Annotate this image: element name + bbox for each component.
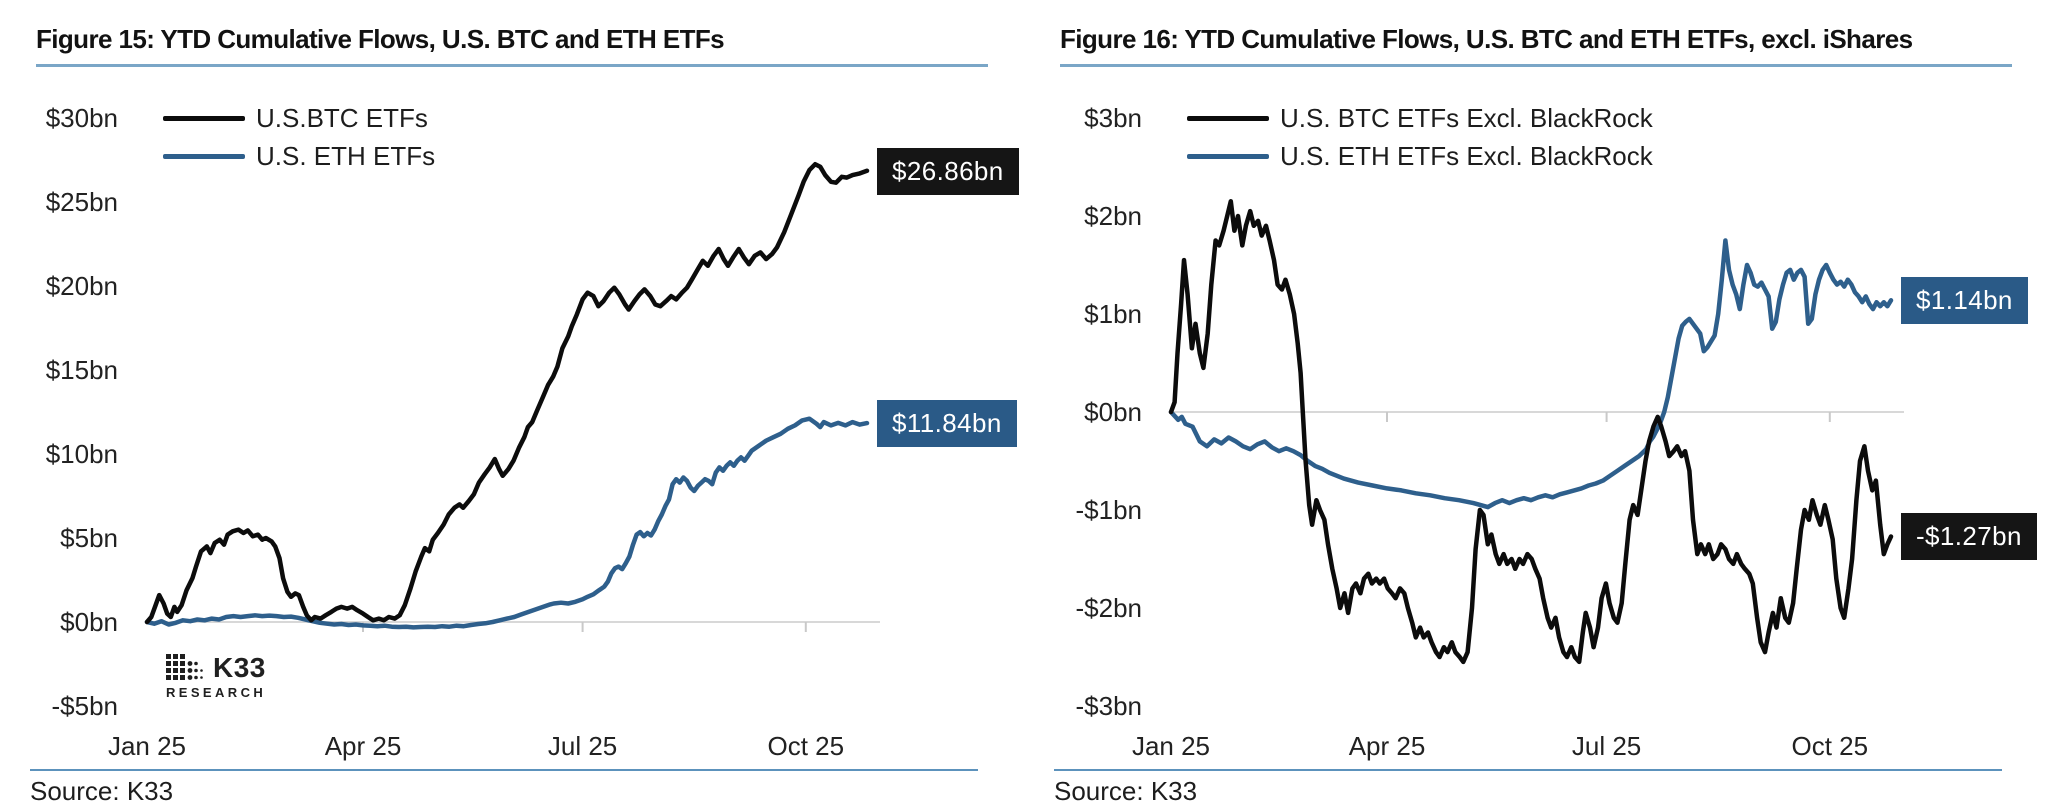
x-tick-label: Jul 25 [548, 731, 617, 761]
series-line-eth-ex-blackrock [1168, 238, 1894, 510]
k33-dots-icon [166, 654, 203, 680]
btc-ex-blackrock-line-swatch [1187, 115, 1269, 121]
k33-research-text: RESEARCH [166, 685, 267, 700]
figure-16-plot-area: Jan 25 Apr 25 Jul 25 Oct 25 $3bn $2bn $1bn $0bn… [1076, 103, 1904, 761]
x-tick-label: Apr 25 [1349, 731, 1426, 761]
y-tick-label: $0bn [60, 607, 118, 637]
btc-line-swatch [163, 115, 245, 121]
btc-end-value-label: $26.86bn [877, 147, 1019, 195]
y-tick-label: $30bn [46, 103, 118, 133]
y-tick-label: $5bn [60, 523, 118, 553]
btc-ex-blackrock-legend-label: U.S. BTC ETFs Excl. BlackRock [1280, 102, 1653, 133]
y-tick-label: $15bn [46, 355, 118, 385]
legend-item-btc: U.S.BTC ETFs [163, 99, 435, 137]
figure-16-title: Figure 16: YTD Cumulative Flows, U.S. BT… [1060, 24, 1913, 54]
figure-15-panel: Figure 15: YTD Cumulative Flows, U.S. BT… [30, 24, 1019, 806]
y-tick-label: $10bn [46, 439, 118, 469]
k33-research-logo: K33 RESEARCH [166, 652, 266, 700]
y-tick-label: -$3bn [1076, 691, 1143, 721]
y-tick-label: -$5bn [52, 691, 119, 721]
figure-16-source: Source: K33 [1054, 776, 1198, 806]
figure-15-title: Figure 15: YTD Cumulative Flows, U.S. BT… [36, 24, 725, 54]
series-line-eth [144, 416, 870, 630]
x-tick-label: Apr 25 [325, 731, 402, 761]
eth-line-swatch [163, 153, 245, 159]
x-tick-label: Jul 25 [1572, 731, 1641, 761]
legend-item-eth-ex-blackrock: U.S. ETH ETFs Excl. BlackRock [1187, 137, 1653, 175]
series-line-btc [144, 161, 870, 625]
figure-15-source-separator [30, 769, 978, 771]
figure-16-source-separator [1054, 769, 2002, 771]
figure-15-source: Source: K33 [30, 776, 174, 806]
figure-16-panel: Figure 16: YTD Cumulative Flows, U.S. BT… [1024, 0, 2048, 810]
x-tick-label: Jan 25 [1132, 731, 1210, 761]
btc-legend-label: U.S.BTC ETFs [256, 102, 428, 133]
series-line-btc-ex-blackrock [1168, 199, 1894, 665]
k33-brand-text: K33 [213, 652, 266, 683]
x-tick-label: Oct 25 [1792, 731, 1869, 761]
figure-15-legend: U.S.BTC ETFs U.S. ETH ETFs [163, 99, 435, 175]
figure-15-plot-area: Jan 25 Apr 25 Jul 25 Oct 25 $30bn $25bn $20bn $… [46, 103, 880, 761]
y-tick-label: $25bn [46, 187, 118, 217]
legend-item-eth: U.S. ETH ETFs [163, 137, 435, 175]
btc-ex-blackrock-end-value-label: -$1.27bn [1901, 513, 2037, 561]
figure-16-title-underline [1060, 64, 2012, 67]
eth-ex-blackrock-legend-label: U.S. ETH ETFs Excl. BlackRock [1280, 140, 1653, 171]
legend-item-btc-ex-blackrock: U.S. BTC ETFs Excl. BlackRock [1187, 99, 1653, 137]
figure-16-legend: U.S. BTC ETFs Excl. BlackRock U.S. ETH E… [1187, 99, 1653, 175]
y-tick-label: -$2bn [1076, 593, 1143, 623]
y-tick-label: $0bn [1084, 397, 1142, 427]
y-tick-label: $20bn [46, 271, 118, 301]
eth-legend-label: U.S. ETH ETFs [256, 140, 436, 171]
y-tick-label: -$1bn [1076, 495, 1143, 525]
eth-ex-blackrock-end-value-label: $1.14bn [1901, 277, 2028, 325]
eth-end-value-label: $11.84bn [877, 400, 1017, 448]
x-tick-label: Jan 25 [108, 731, 186, 761]
x-tick-label: Oct 25 [768, 731, 845, 761]
y-tick-label: $1bn [1084, 299, 1142, 329]
eth-ex-blackrock-line-swatch [1187, 153, 1269, 159]
y-tick-label: $2bn [1084, 201, 1142, 231]
figure-15-title-underline [36, 64, 988, 67]
y-tick-label: $3bn [1084, 103, 1142, 133]
